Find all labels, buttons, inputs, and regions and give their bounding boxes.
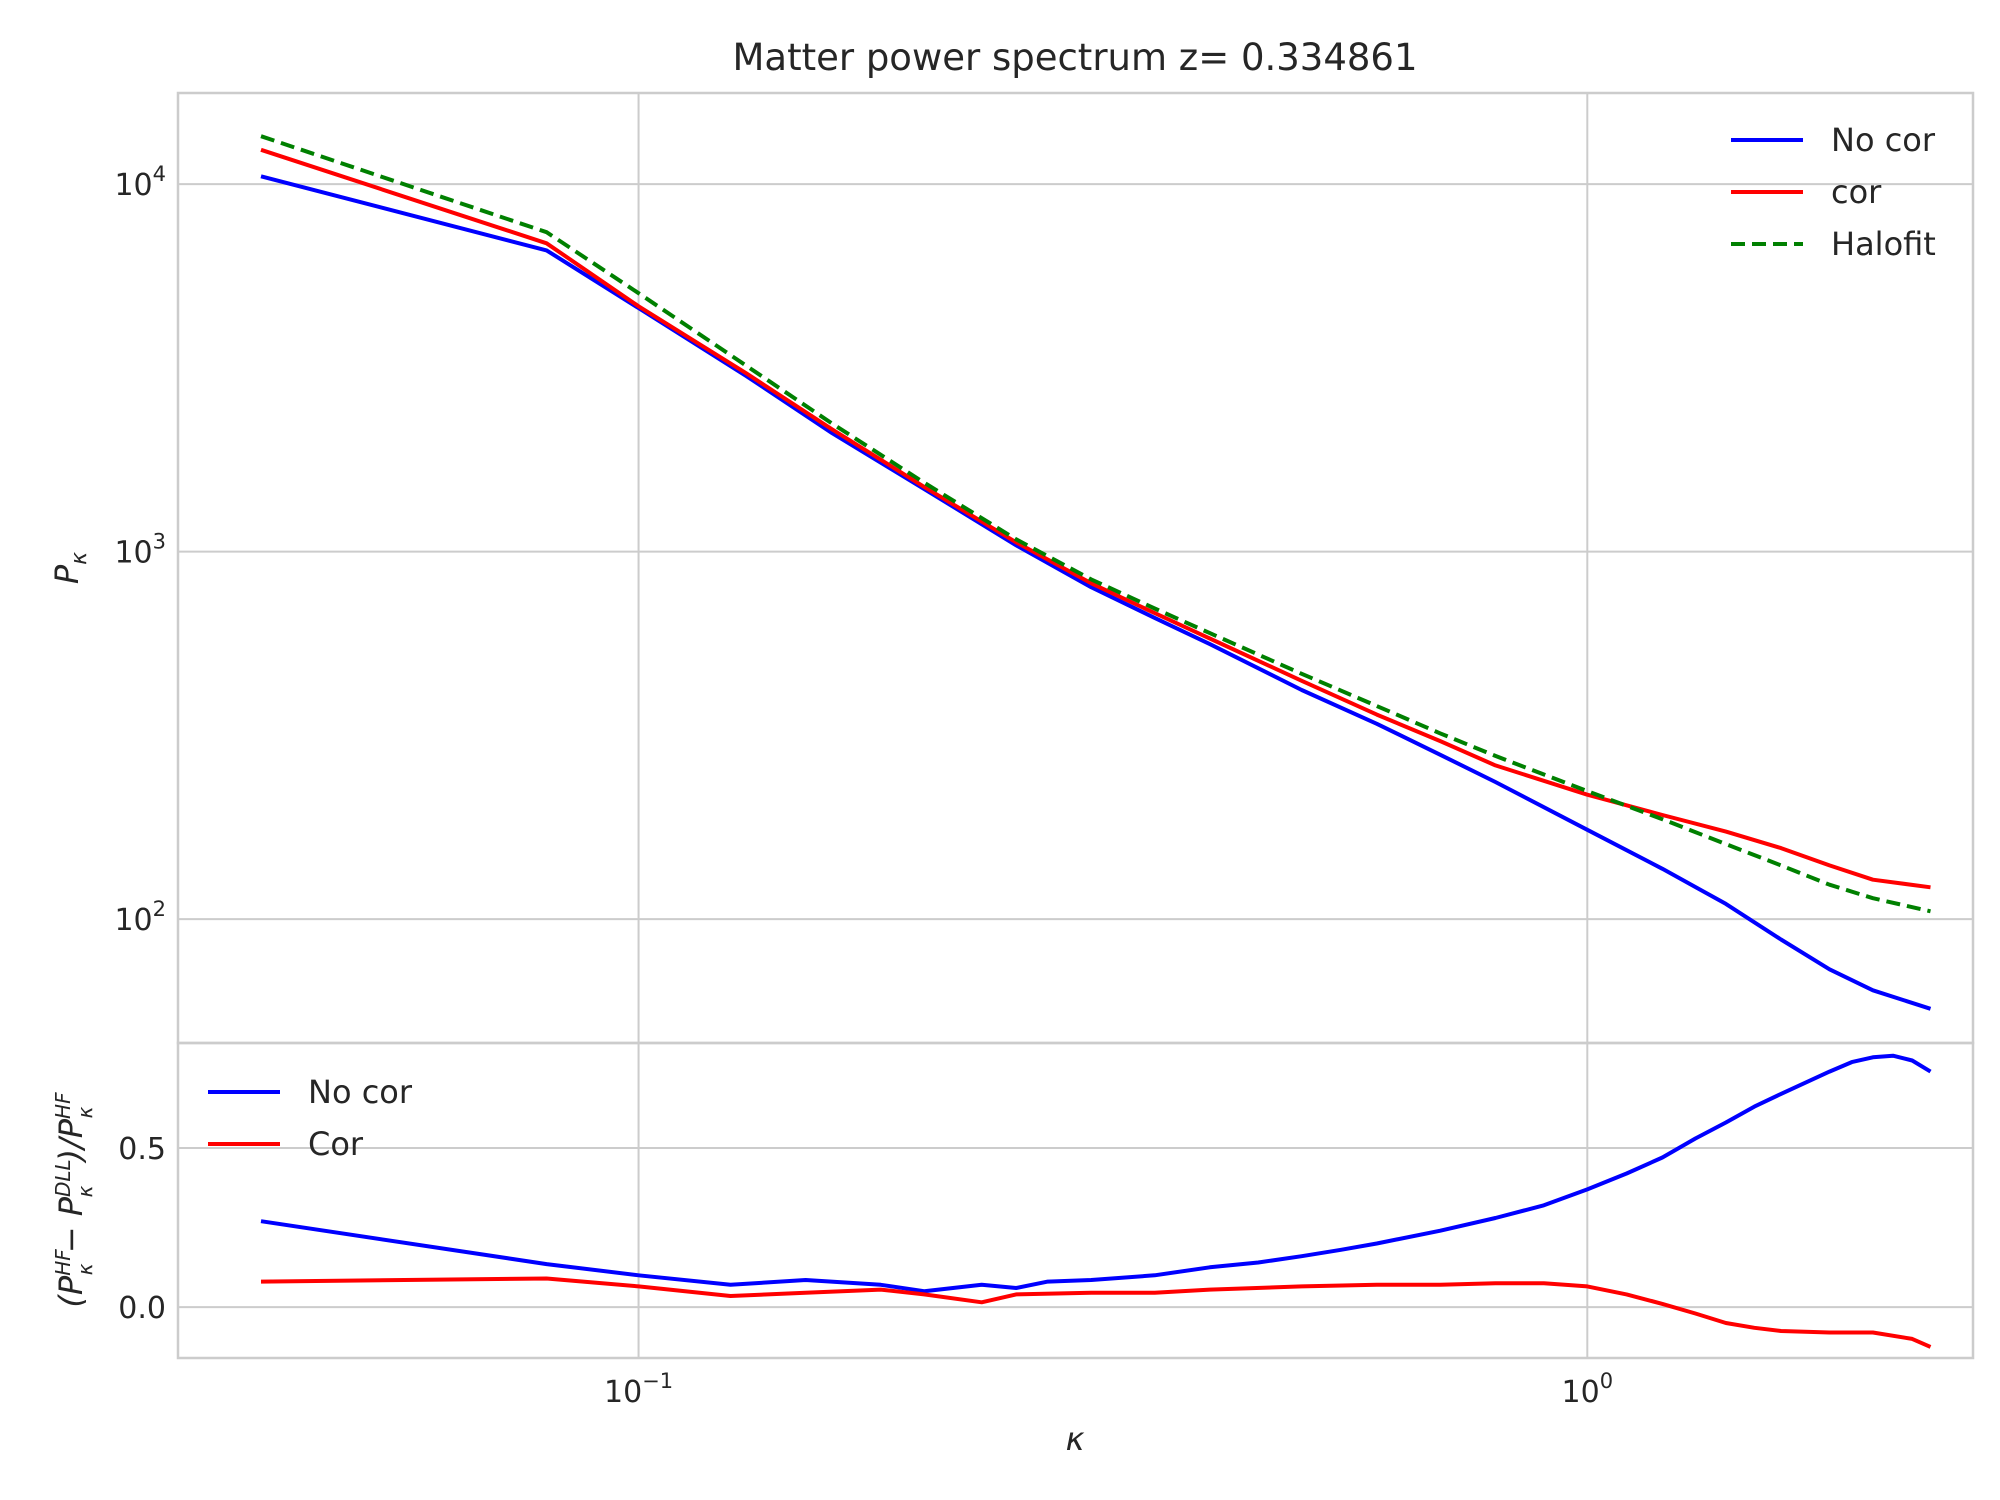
bottom-legend-label-0: No cor [308, 1073, 413, 1111]
bottom-y-tick-label-0: 0.0 [118, 1291, 166, 1326]
top-y-tick-label-1: 103 [114, 530, 166, 571]
top-series-line-cor [260, 147, 1931, 890]
top-grid [178, 93, 1973, 1043]
top-y-tick-label-0: 102 [114, 897, 166, 938]
bottom-legend: No cor Cor [208, 1073, 413, 1163]
top-series-group [260, 134, 1932, 1011]
top-y-tick-label-2: 104 [114, 162, 166, 203]
top-legend-label-2: Halofit [1831, 225, 1936, 263]
bottom-y-tick-label-1: 0.5 [118, 1132, 166, 1167]
x-tick-labels: 10−1 100 [604, 1369, 1613, 1410]
bottom-legend-label-1: Cor [308, 1125, 364, 1163]
x-axis-label: κ [1066, 1420, 1085, 1458]
bottom-series-group [260, 1053, 1932, 1349]
top-legend: No cor cor Halofit [1731, 121, 1936, 263]
bottom-series-line-no-cor [260, 1053, 1932, 1294]
top-y-tick-labels: 102 103 104 [114, 162, 166, 938]
bottom-series-line-cor [260, 1276, 1932, 1349]
x-tick-label-0: 10−1 [604, 1369, 673, 1410]
x-tick-label-1: 100 [1562, 1369, 1614, 1410]
bottom-y-tick-labels: 0.0 0.5 [118, 1132, 166, 1326]
bottom-panel-frame [176, 1041, 1975, 1360]
top-legend-label-1: cor [1831, 173, 1882, 211]
chart-title: Matter power spectrum z= 0.334861 [732, 36, 1417, 79]
top-series-line-halofit [260, 134, 1931, 914]
bottom-panel: 0.0 0.5 (PHFκ − PDLLκ)/PHFκ No cor Cor [51, 1041, 1975, 1360]
top-legend-label-0: No cor [1831, 121, 1936, 159]
bottom-y-axis-label: (PHFκ − PDLLκ)/PHFκ [51, 1092, 97, 1308]
top-series-line-no-cor [260, 174, 1932, 1011]
